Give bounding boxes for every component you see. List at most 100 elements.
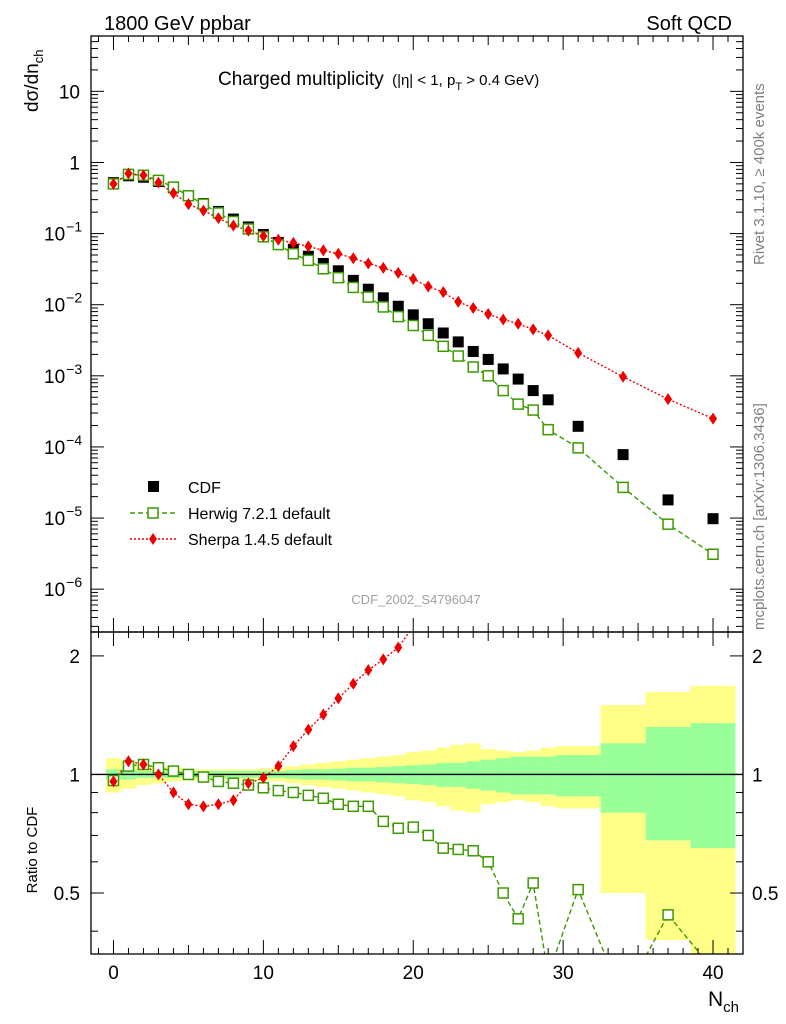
herwig-ratio-point: [197, 771, 210, 783]
cdf-point: [617, 449, 629, 461]
herwig-point: [302, 254, 315, 267]
main-ytick-label: 10−3: [44, 361, 82, 388]
ratio-ytick-label-right: 2: [752, 647, 763, 668]
herwig-point: [572, 442, 584, 454]
sherpa-line: [113, 172, 714, 420]
herwig-ratio-point: [422, 829, 434, 842]
sherpa-ratio-point: [319, 708, 328, 721]
sherpa-ratio-point: [139, 758, 148, 771]
xtick-label: 20: [403, 963, 424, 984]
herwig-ratio-point: [317, 792, 330, 805]
process-label: Soft QCD: [646, 13, 732, 35]
sherpa-point: [409, 272, 418, 285]
main-series: [107, 167, 719, 560]
sherpa-ratio-point: [394, 641, 403, 654]
ratio-ytick-label: 2: [69, 647, 80, 668]
herwig-ratio-point: [482, 856, 494, 868]
analysis-id: CDF_2002_S4796047: [351, 592, 480, 607]
sherpa-ratio-point: [304, 723, 313, 736]
sherpa-point: [439, 286, 448, 299]
cdf-point: [512, 373, 524, 385]
sherpa-point: [394, 266, 403, 279]
main-ytick-label: 10−4: [44, 432, 82, 459]
herwig-point: [392, 310, 405, 323]
cdf-point: [572, 420, 584, 432]
legend: CDF Herwig 7.2.1 default Sherpa 1.4.5 defa…: [130, 480, 333, 549]
xtick-label: 10: [253, 963, 274, 984]
main-ylabel-sub: ch: [31, 50, 46, 64]
ytick-mantissa: 10: [44, 438, 65, 459]
sherpa-point: [319, 244, 328, 257]
cdf-point: [542, 394, 554, 406]
sherpa-ratio-point: [289, 740, 298, 753]
herwig-ratio-point: [272, 784, 285, 797]
herwig-ratio-point: [527, 877, 539, 889]
main-ytick-label: 10: [59, 82, 80, 103]
herwig-point: [377, 301, 390, 313]
ytick-exponent: −5: [66, 503, 82, 519]
main-ylabel: dσ/dnch: [22, 50, 46, 112]
main-panel: [107, 167, 719, 560]
herwig-point: [497, 384, 509, 397]
rivet-label: Rivet 3.1.10, ≥ 400k events: [751, 83, 768, 265]
ratio-ytick-label: 1: [69, 765, 80, 786]
ratio-bands: [105, 685, 736, 954]
legend-sherpa-marker: [149, 533, 157, 545]
sherpa-ratio-point: [199, 800, 208, 813]
sherpa-point: [334, 247, 343, 260]
herwig-ratio-point: [227, 777, 240, 789]
sherpa-point: [544, 329, 553, 342]
cdf-point: [527, 385, 539, 397]
sherpa-ratio-point: [364, 664, 373, 677]
herwig-point: [617, 481, 629, 494]
sherpa-point: [709, 412, 718, 425]
sherpa-point: [379, 261, 388, 274]
sherpa-ratio-point: [184, 798, 193, 811]
ratio-frame: [90, 631, 744, 955]
sherpa-point: [349, 252, 358, 265]
ratio-ytick-label: 0.5: [54, 884, 80, 905]
sherpa-point: [529, 323, 538, 336]
herwig-point: [287, 248, 300, 260]
main-ylabel-text: dσ/dn: [22, 63, 43, 112]
herwig-point: [407, 319, 420, 332]
ytick-mantissa: 10: [44, 367, 65, 388]
herwig-ratio-point: [212, 775, 225, 788]
ratio-ylabel: Ratio to CDF: [24, 807, 41, 894]
cdf-point: [707, 513, 719, 525]
title-main: Charged multiplicity: [218, 69, 384, 90]
sherpa-ratio-point: [379, 653, 388, 666]
cdf-point: [482, 353, 494, 365]
title-cut: (|η| < 1, p: [392, 72, 455, 89]
band-inner-bin: [600, 743, 646, 813]
ytick-mantissa: 10: [44, 225, 65, 246]
herwig-ratio-point: [452, 843, 464, 856]
band-inner-bin: [495, 758, 511, 793]
sherpa-ratio-point: [334, 692, 343, 705]
sherpa-ratio-point: [214, 798, 223, 811]
band-inner-bin: [525, 756, 541, 795]
sherpa-point: [499, 313, 508, 326]
ratio-panel: [91, 632, 743, 954]
cdf-point: [467, 345, 479, 357]
cdf-point: [407, 309, 419, 321]
herwig-point: [662, 518, 674, 530]
herwig-ratio-point: [467, 845, 479, 857]
herwig-point: [362, 291, 375, 303]
sherpa-point: [124, 167, 133, 180]
sherpa-point: [304, 240, 313, 253]
cdf-point: [437, 327, 449, 339]
herwig-ratio-point: [167, 765, 180, 777]
cdf-point: [392, 300, 404, 312]
herwig-point: [422, 329, 434, 342]
sherpa-point: [664, 393, 673, 406]
title-cut-end: > 0.4 GeV): [462, 72, 539, 89]
band-inner-bin: [690, 723, 736, 849]
ytick-mantissa: 10: [44, 580, 65, 601]
main-ytick-label: 10−2: [44, 290, 82, 317]
cdf-point: [332, 265, 344, 277]
ytick-exponent: −6: [66, 574, 82, 590]
band-inner-bin: [480, 759, 496, 791]
sherpa-point: [199, 204, 208, 217]
